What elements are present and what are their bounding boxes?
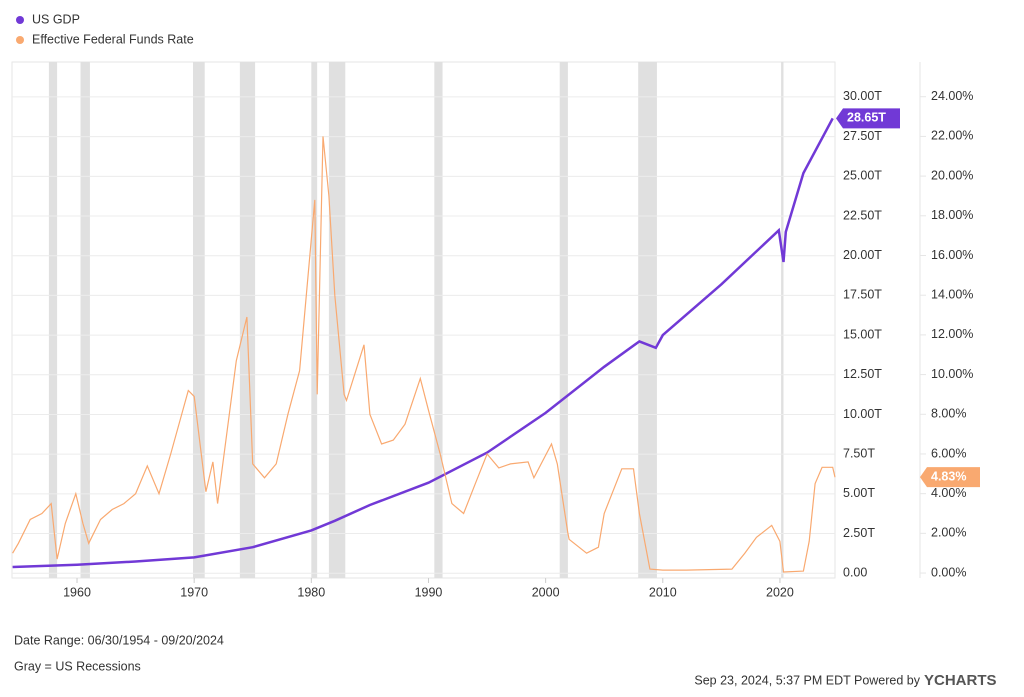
legend-label: Effective Federal Funds Rate — [32, 32, 194, 46]
y2-tick-label: 14.00% — [931, 287, 973, 301]
y2-tick-label: 24.00% — [931, 89, 973, 103]
brand: YCHARTS — [924, 672, 997, 689]
y2-tick-label: 20.00% — [931, 168, 973, 182]
x-tick-label: 1970 — [180, 585, 208, 599]
y-tick-label: 0.00 — [843, 566, 867, 580]
plot-frame — [11, 61, 836, 579]
legend-label: US GDP — [32, 12, 80, 26]
y-tick-label: 7.50T — [843, 446, 875, 460]
y-tick-label: 10.00T — [843, 407, 882, 421]
recession-band — [80, 62, 90, 578]
y-tick-label: 20.00T — [843, 248, 882, 262]
recession-band — [434, 62, 443, 578]
recession-band — [48, 62, 58, 578]
end-label: 28.65T — [847, 111, 886, 125]
y2-tick-label: 12.00% — [931, 327, 973, 341]
y2-tick-label: 22.00% — [931, 129, 973, 143]
x-tick-label: 2000 — [532, 585, 560, 599]
end-label: 4.83% — [931, 469, 966, 483]
y-tick-label: 5.00T — [843, 486, 875, 500]
recession-band — [559, 62, 568, 578]
note: Date Range: 06/30/1954 - 09/20/2024 — [14, 633, 224, 647]
y-tick-label: 17.50T — [843, 288, 882, 302]
x-tick-label: 2010 — [649, 585, 677, 599]
x-tick-label: 1980 — [297, 585, 325, 599]
y2-tick-label: 16.00% — [931, 248, 973, 262]
y2-tick-label: 2.00% — [931, 526, 966, 540]
y-tick-label: 27.50T — [843, 129, 882, 143]
y2-tick-label: 8.00% — [931, 407, 966, 421]
series-line — [12, 136, 836, 573]
y-tick-label: 25.00T — [843, 169, 882, 183]
y2-tick-label: 0.00% — [931, 565, 966, 579]
recession-band — [193, 62, 205, 578]
x-tick-label: 1960 — [63, 585, 91, 599]
x-tick-label: 1990 — [415, 585, 443, 599]
series-line — [12, 117, 834, 569]
recession-band — [781, 62, 784, 578]
y-tick-label: 22.50T — [843, 208, 882, 222]
end-flag — [920, 467, 980, 488]
x-tick-label: 2020 — [766, 585, 794, 599]
y-tick-label: 15.00T — [843, 327, 882, 341]
y2-tick-label: 4.00% — [931, 486, 966, 500]
footer: Sep 23, 2024, 5:37 PM EDT Powered by — [694, 673, 920, 687]
end-flag — [836, 108, 900, 129]
y2-tick-label: 10.00% — [931, 367, 973, 381]
recession-band — [311, 62, 318, 578]
legend-marker — [16, 36, 24, 44]
note: Gray = US Recessions — [14, 659, 141, 673]
recession-band — [638, 62, 657, 578]
legend-marker — [16, 16, 24, 24]
y-tick-label: 30.00T — [843, 89, 882, 103]
y-tick-label: 12.50T — [843, 367, 882, 381]
y-tick-label: 2.50T — [843, 526, 875, 540]
y2-tick-label: 6.00% — [931, 446, 966, 460]
y2-tick-label: 18.00% — [931, 208, 973, 222]
